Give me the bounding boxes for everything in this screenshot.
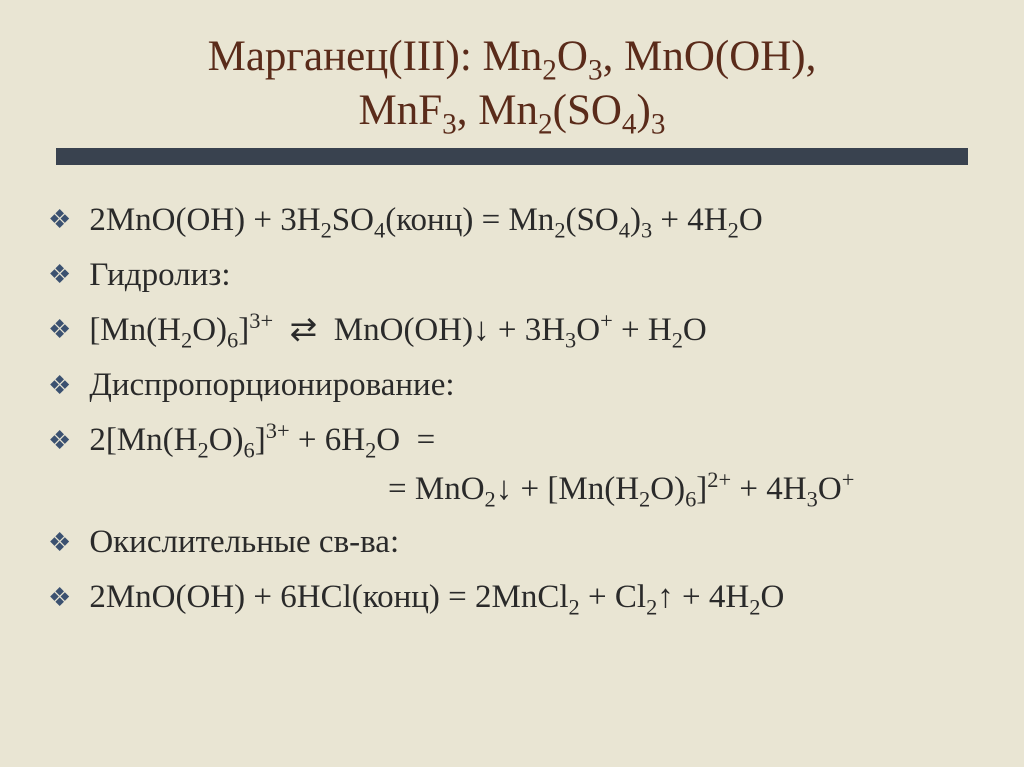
section-heading-row: ❖ Диспропорционирование: [48, 367, 976, 404]
title-line-2: MnF3, Mn2(SO4)3 [56, 84, 968, 138]
diamond-bullet-icon: ❖ [48, 428, 71, 454]
equation-row: ❖ [Mn(H2O)6]3+ ⇄ MnO(OH)↓ + 3H3O+ + H2O [48, 310, 976, 351]
equation-text: 2[Mn(H2O)6]3+ + 6H2O = [89, 420, 435, 461]
title-underline [56, 148, 968, 158]
diamond-bullet-icon: ❖ [48, 585, 71, 611]
equation-row: ❖ 2[Mn(H2O)6]3+ + 6H2O = [48, 420, 976, 461]
diamond-bullet-icon: ❖ [48, 207, 71, 233]
slide-title-block: Марганец(III): Mn2O3, MnO(OH), MnF3, Mn2… [36, 16, 988, 166]
equation-text: [Mn(H2O)6]3+ ⇄ MnO(OH)↓ + 3H3O+ + H2O [89, 310, 706, 351]
equation-continuation: = MnO2↓ + [Mn(H2O)6]2+ + 4H3O+ [48, 471, 976, 508]
equation-row: ❖ 2MnO(OH) + 6HCl(конц) = 2MnCl2 + Cl2↑ … [48, 577, 976, 618]
diamond-bullet-icon: ❖ [48, 530, 71, 556]
section-heading-row: ❖ Окислительные св-ва: [48, 524, 976, 561]
slide-content: ❖ 2MnO(OH) + 3H2SO4(конц) = Mn2(SO4)3 + … [36, 172, 988, 619]
equation-text: 2MnO(OH) + 6HCl(конц) = 2MnCl2 + Cl2↑ + … [89, 577, 784, 618]
equation-text: 2MnO(OH) + 3H2SO4(конц) = Mn2(SO4)3 + 4H… [89, 200, 762, 241]
section-heading: Окислительные св-ва: [89, 524, 399, 561]
title-line-1: Марганец(III): Mn2O3, MnO(OH), [56, 30, 968, 84]
diamond-bullet-icon: ❖ [48, 373, 71, 399]
diamond-bullet-icon: ❖ [48, 262, 71, 288]
section-heading: Гидролиз: [89, 257, 230, 294]
diamond-bullet-icon: ❖ [48, 317, 71, 343]
section-heading: Диспропорционирование: [89, 367, 454, 404]
section-heading-row: ❖ Гидролиз: [48, 257, 976, 294]
equation-row: ❖ 2MnO(OH) + 3H2SO4(конц) = Mn2(SO4)3 + … [48, 200, 976, 241]
